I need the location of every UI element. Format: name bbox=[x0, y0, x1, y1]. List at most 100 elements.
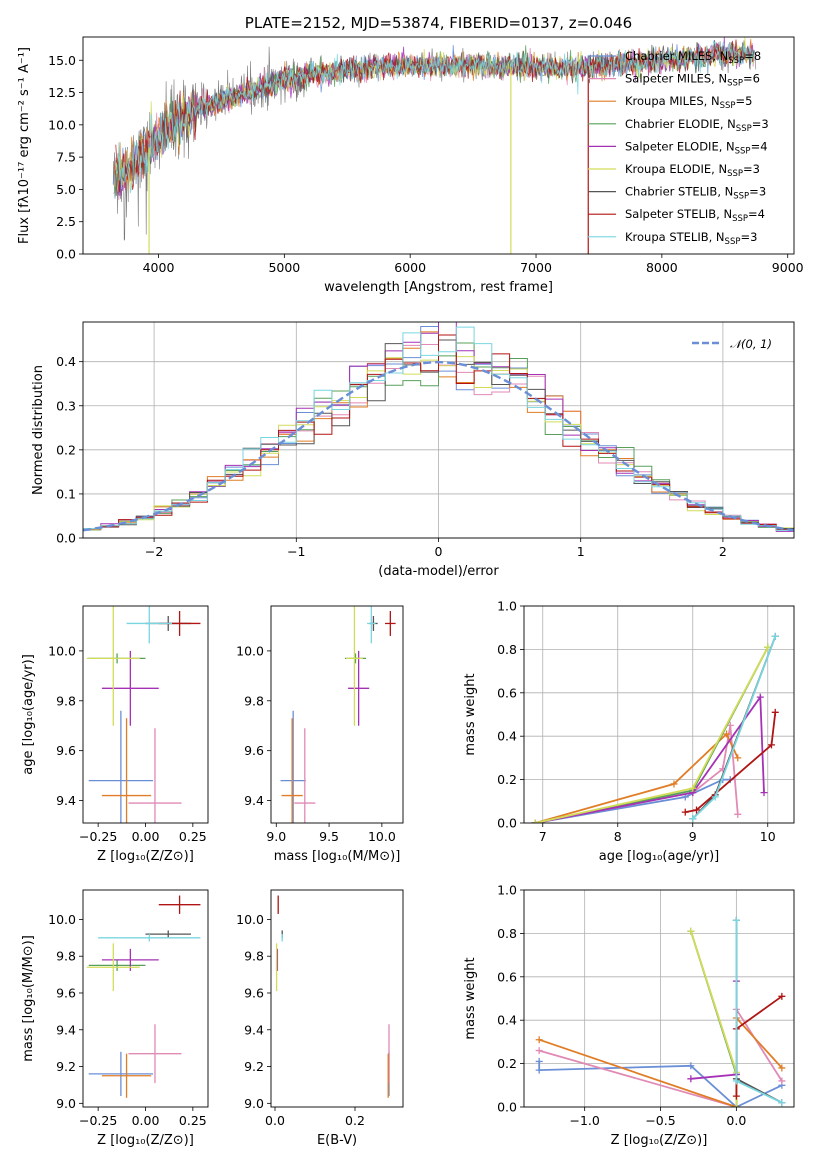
legend-n: , N bbox=[719, 139, 735, 153]
x-axis-label: mass [log₁₀(M/M⊙)] bbox=[274, 849, 401, 864]
legend-model-name: Chabrier ELODIE bbox=[625, 117, 720, 131]
legend-n: , N bbox=[716, 207, 732, 221]
plus-marker bbox=[764, 643, 772, 651]
legend-ssp: SSP bbox=[725, 237, 741, 247]
panel-weight_vs_age: 7 8 9 10 0.0 0.2 0.4 0.6 0.8 1.0 age [log₁₀(age/yr… bbox=[463, 599, 795, 864]
y-tick-label: 7.5 bbox=[56, 150, 76, 165]
x-tick-label: 9 bbox=[689, 829, 697, 844]
legend-nssp: 3 bbox=[759, 185, 766, 199]
y-tick-label: 5.0 bbox=[56, 182, 76, 197]
legend-ssp: SSP bbox=[732, 214, 748, 224]
y-tick-label: 10.0 bbox=[48, 912, 76, 927]
y-tick-label: 0.2 bbox=[56, 442, 76, 457]
x-tick-label: −1 bbox=[287, 544, 305, 559]
legend-eq: = bbox=[740, 230, 750, 244]
x-tick-label: 8000 bbox=[646, 260, 678, 275]
weight-line bbox=[690, 981, 738, 1080]
y-tick-label: 15.0 bbox=[48, 53, 76, 68]
legend-eq: = bbox=[752, 117, 762, 131]
errorbar-point bbox=[101, 1053, 152, 1098]
plus-marker bbox=[687, 927, 695, 935]
axes-frame bbox=[523, 605, 795, 824]
legend-eq: = bbox=[744, 49, 754, 63]
legend-model-name: Kroupa MILES bbox=[625, 94, 704, 108]
errorbar-point bbox=[88, 710, 154, 823]
legend-label: Salpeter ELODIE, NSSP=4 bbox=[625, 139, 768, 156]
errorbar-point bbox=[88, 1051, 154, 1096]
legend-model-name: Salpeter MILES bbox=[625, 72, 711, 86]
plot-area bbox=[280, 606, 396, 823]
legend-model-name: Salpeter STELIB bbox=[625, 207, 716, 221]
y-tick-label: 9.6 bbox=[56, 743, 76, 758]
y-tick-label: 0.4 bbox=[497, 1013, 517, 1028]
y-tick-label: 9.2 bbox=[56, 1059, 76, 1074]
legend-nssp: 4 bbox=[760, 139, 767, 153]
y-tick-label: 9.4 bbox=[56, 1022, 76, 1037]
legend-ssp: SSP bbox=[728, 56, 744, 66]
weight-line bbox=[535, 725, 739, 823]
y-tick-label: 0.8 bbox=[497, 642, 517, 657]
x-axis-label: age [log₁₀(age/yr)] bbox=[599, 849, 720, 864]
legend-label: Chabrier MILES, NSSP=8 bbox=[625, 49, 761, 66]
axes-frame bbox=[82, 36, 795, 255]
legend-n: , N bbox=[704, 94, 720, 108]
weight-series bbox=[687, 977, 740, 1083]
plus-marker bbox=[531, 819, 539, 823]
errorbar-point bbox=[281, 718, 303, 823]
errorbar-point bbox=[86, 943, 140, 992]
legend-nssp: 6 bbox=[753, 72, 760, 86]
plus-marker bbox=[687, 1075, 695, 1083]
x-axis-label: wavelength [Angstrom, rest frame] bbox=[324, 280, 553, 295]
panel-age_vs_mass: 9.0 9.5 10.0 9.4 9.6 9.8 10.0 mass [log₁₀(M/M⊙)… bbox=[236, 605, 404, 864]
errorbar-point bbox=[98, 934, 201, 942]
plus-marker bbox=[687, 1062, 695, 1070]
y-tick-label: 9.4 bbox=[244, 793, 264, 808]
x-tick-label: 6000 bbox=[394, 260, 426, 275]
errorbar-point bbox=[385, 610, 396, 636]
legend-label: Chabrier STELIB, NSSP=3 bbox=[625, 185, 766, 202]
axes-frame bbox=[270, 605, 404, 824]
y-axis-label: mass weight bbox=[463, 957, 478, 1039]
x-tick-label: 0.25 bbox=[179, 1113, 207, 1128]
plus-marker bbox=[732, 1077, 740, 1085]
x-axis-label: Z [log₁₀(Z/Z⊙)] bbox=[97, 849, 194, 864]
errorbar-point bbox=[158, 895, 201, 914]
legend-ssp: SSP bbox=[720, 101, 736, 111]
legend-model-name: Salpeter ELODIE bbox=[625, 139, 719, 153]
panel-mass_vs_ebv: 0.0 0.2 9.0 9.2 9.4 9.6 9.8 10.0 E(B-V) bbox=[236, 889, 404, 1148]
y-tick-label: 10.0 bbox=[48, 117, 76, 132]
y-tick-label: 0.2 bbox=[497, 772, 517, 787]
legend-model-name: Kroupa ELODIE bbox=[625, 162, 711, 176]
grid bbox=[524, 889, 794, 1108]
y-tick-label: 0.0 bbox=[56, 247, 76, 262]
y-tick-label: 0.3 bbox=[56, 398, 76, 413]
x-axis-label: (data-model)/error bbox=[378, 564, 499, 579]
plot-area bbox=[531, 632, 779, 823]
y-axis-label: Normed distribution bbox=[31, 365, 46, 495]
y-tick-label: 9.8 bbox=[244, 949, 264, 964]
x-tick-label: −2 bbox=[145, 544, 163, 559]
legend-ssp: SSP bbox=[735, 146, 751, 156]
legend-eq: = bbox=[743, 162, 753, 176]
plot-area bbox=[86, 895, 201, 1098]
plus-marker bbox=[771, 708, 779, 716]
normal-pdf-curve bbox=[83, 360, 794, 532]
x-tick-label: 2 bbox=[719, 544, 727, 559]
errorbar-point bbox=[126, 606, 173, 644]
axes-frame bbox=[82, 321, 795, 539]
legend-model-name: Kroupa STELIB bbox=[625, 230, 709, 244]
legend-model-name: Chabrier MILES bbox=[625, 49, 712, 63]
y-tick-label: 0.4 bbox=[497, 729, 517, 744]
plot-area bbox=[86, 606, 201, 823]
x-tick-label: 0 bbox=[435, 544, 443, 559]
weight-line bbox=[692, 636, 777, 820]
legend-eq: = bbox=[743, 72, 753, 86]
plus-marker bbox=[732, 1092, 740, 1100]
legend-ssp: SSP bbox=[736, 124, 752, 134]
weight-line bbox=[692, 636, 777, 820]
plot-area bbox=[535, 916, 786, 1107]
legend-label: Kroupa ELODIE, NSSP=3 bbox=[625, 162, 760, 179]
legend-model-name: Chabrier STELIB bbox=[625, 185, 717, 199]
plus-marker bbox=[711, 793, 719, 801]
